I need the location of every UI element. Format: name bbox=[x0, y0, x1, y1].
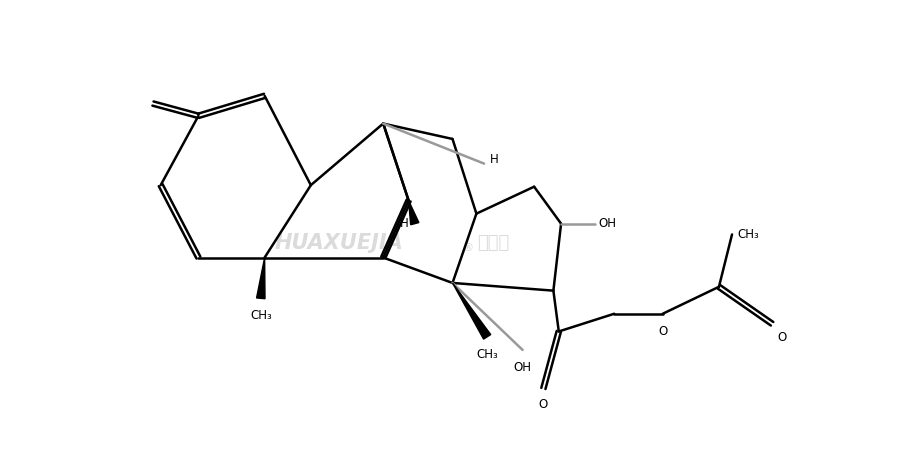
Text: H: H bbox=[399, 217, 409, 230]
Text: O: O bbox=[658, 325, 667, 338]
Text: O: O bbox=[539, 399, 548, 412]
Polygon shape bbox=[257, 258, 265, 299]
Text: OH: OH bbox=[599, 217, 617, 230]
Text: O: O bbox=[777, 332, 787, 345]
Polygon shape bbox=[452, 283, 490, 339]
Text: ®: ® bbox=[462, 243, 473, 253]
Text: H: H bbox=[490, 153, 499, 166]
Text: CH₃: CH₃ bbox=[476, 348, 498, 361]
Text: CH₃: CH₃ bbox=[250, 309, 272, 322]
Text: OH: OH bbox=[513, 361, 531, 374]
Text: HUAXUEJIA: HUAXUEJIA bbox=[275, 233, 404, 253]
Text: CH₃: CH₃ bbox=[737, 228, 759, 241]
Text: 化学加: 化学加 bbox=[477, 234, 510, 252]
Polygon shape bbox=[409, 200, 419, 225]
